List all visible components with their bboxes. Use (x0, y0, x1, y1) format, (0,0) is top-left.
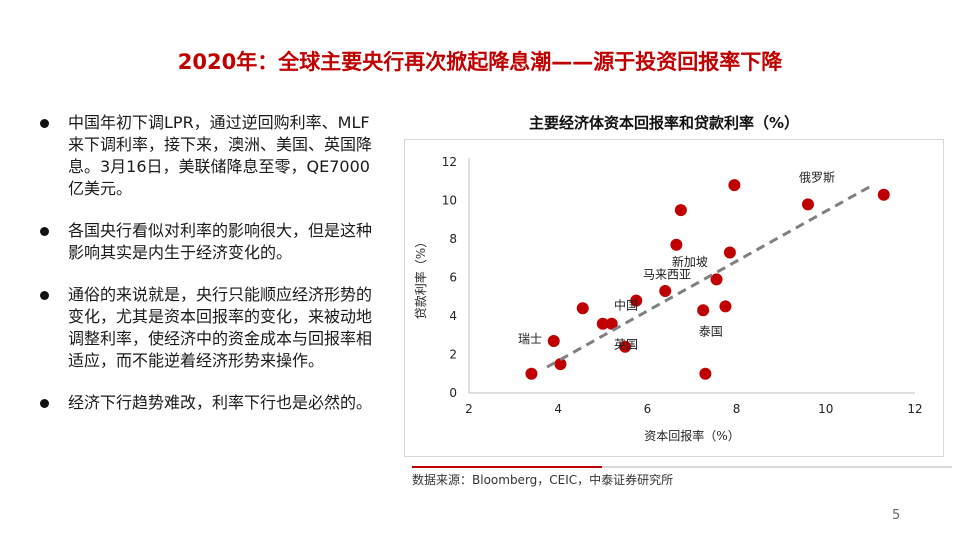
scatter-chart: 2 4 6 8 10 12024681012资本回报率（%）贷款利率（%）瑞士中国英国马来… (413, 155, 923, 443)
data-point (723, 246, 736, 259)
data-point (547, 335, 560, 348)
bullet-item: 经济下行趋势难改，利率下行也是必然的。 (36, 392, 376, 414)
point-annotation: 瑞士 (518, 332, 542, 346)
data-point (554, 358, 567, 371)
bullet-item: 各国央行看似对利率的影响很大，但是这种影响其实是内生于经济变化的。 (36, 220, 376, 264)
data-point (630, 294, 643, 307)
bullet-text: 各国央行看似对利率的影响很大，但是这种影响其实是内生于经济变化的。 (68, 221, 373, 262)
bullet-text: 经济下行趋势难改，利率下行也是必然的。 (68, 393, 373, 412)
x-tick-label: 12 (907, 402, 922, 416)
bullet-text: 中国年初下调LPR，通过逆回购利率、MLF来下调利率，接下来，澳洲、美国、英国降… (68, 113, 373, 198)
bullet-dot (40, 119, 49, 128)
page-number: 5 (892, 508, 901, 523)
data-point (728, 179, 741, 192)
point-annotation: 泰国 (699, 324, 723, 338)
data-point (697, 304, 710, 317)
y-tick-label: 8 (449, 232, 457, 246)
y-tick-label: 12 (442, 155, 457, 169)
data-point (605, 317, 618, 330)
x-axis-label: 资本回报率（%） (644, 428, 739, 443)
y-tick-label: 0 (449, 386, 457, 400)
bullet-dot (40, 399, 49, 408)
slide-title: 2020年：全球主要央行再次掀起降息潮——源于投资回报率下降 (177, 50, 783, 74)
y-tick-label: 2 (449, 348, 457, 362)
chart-title: 主要经济体资本回报率和贷款利率（%） (528, 114, 800, 132)
bullet-dot (40, 227, 49, 236)
data-point (699, 367, 712, 380)
point-annotation: 英国 (614, 338, 638, 352)
data-point (659, 284, 672, 297)
bullet-text: 通俗的来说就是，央行只能顺应经济形势的变化，尤其是资本回报率的变化，来被动地调整… (68, 285, 373, 370)
x-tick-label: 2 (465, 402, 473, 416)
point-annotation: 中国 (614, 297, 638, 312)
data-point (710, 273, 723, 286)
point-annotation: 新加坡 (672, 254, 708, 269)
data-point (670, 238, 683, 251)
point-annotation: 俄罗斯 (799, 170, 835, 184)
bullet-item: 通俗的来说就是，央行只能顺应经济形势的变化，尤其是资本回报率的变化，来被动地调整… (36, 284, 376, 372)
data-point (525, 367, 538, 380)
chart-frame: 2 4 6 8 10 12 0 2 4 6 8 10 12 资本回报率（%） 贷款利率（%） 瑞士 中国 英国 马来… (404, 139, 944, 457)
y-tick-label: 4 (449, 309, 457, 323)
data-point (576, 302, 589, 315)
x-tick-label: 4 (554, 402, 562, 416)
data-point (674, 204, 687, 217)
source-text: 数据来源：Bloomberg，CEIC，中泰证券研究所 (412, 473, 674, 487)
bullet-item: 中国年初下调LPR，通过逆回购利率、MLF来下调利率，接下来，澳洲、美国、英国降… (36, 112, 376, 200)
point-annotation: 马来西亚 (643, 267, 691, 281)
bullet-list: 中国年初下调LPR，通过逆回购利率、MLF来下调利率，接下来，澳洲、美国、英国降… (36, 112, 376, 434)
source-divider (412, 466, 952, 468)
data-point (596, 317, 609, 330)
x-tick-label: 8 (733, 402, 741, 416)
x-tick-label: 6 (644, 402, 652, 416)
x-tick-label: 10 (818, 402, 833, 416)
bullet-dot (40, 291, 49, 300)
data-point (877, 188, 890, 201)
y-tick-label: 10 (442, 194, 457, 208)
data-point (619, 340, 632, 353)
y-axis-label: 贷款利率（%） (413, 236, 428, 319)
data-point (719, 300, 732, 313)
y-tick-label: 6 (449, 271, 457, 285)
data-point (801, 198, 814, 211)
trend-line (546, 183, 874, 369)
